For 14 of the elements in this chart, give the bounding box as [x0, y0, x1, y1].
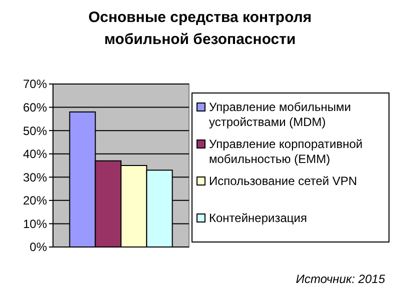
y-tick-label: 40%: [22, 147, 48, 162]
legend-label: Управление мобильными устройствами (MDM): [209, 100, 352, 129]
y-tick-label: 0%: [30, 240, 48, 254]
y-tick-label: 70%: [22, 77, 48, 92]
y-tick-label: 10%: [22, 216, 48, 231]
chart-title: Основные средства контроля мобильной безопасности: [88, 9, 312, 48]
text: Источник: 2015: [296, 272, 386, 286]
y-tick-label: 20%: [22, 194, 48, 208]
legend-label: Управление корпоративной мобильностью (EMM): [209, 137, 363, 166]
y-tick-label: 60%: [22, 100, 48, 114]
legend-label: Использование сетей VPN: [209, 174, 358, 188]
y-tick-label: 50%: [22, 124, 48, 138]
y-tick-label: 30%: [22, 170, 48, 184]
legend-label: Контейнеризация: [209, 211, 307, 225]
